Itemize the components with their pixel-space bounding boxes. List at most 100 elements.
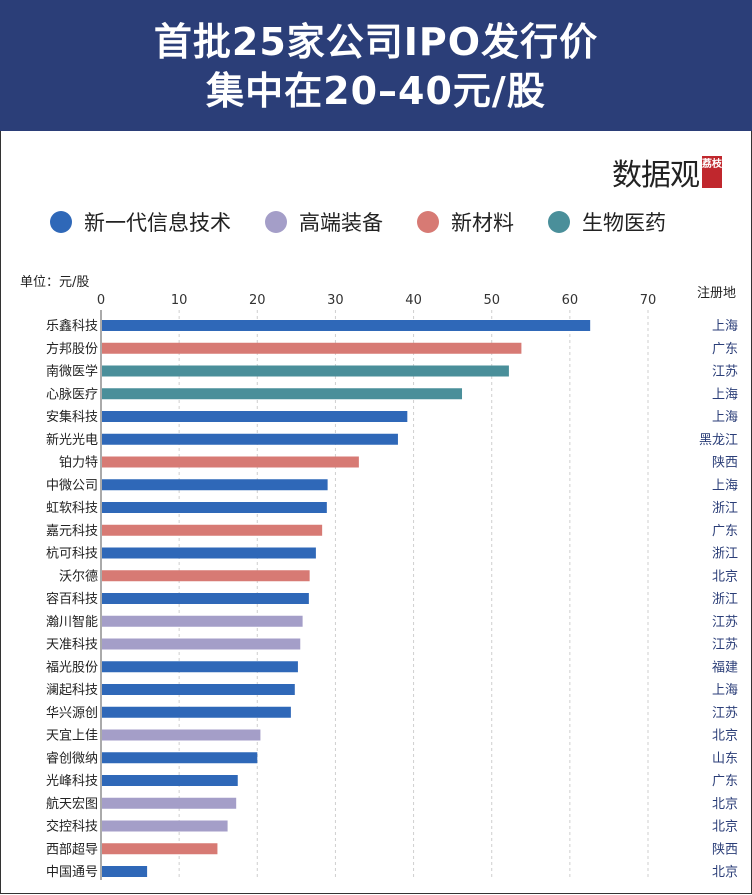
x-tick-label: 70 (640, 293, 657, 308)
x-tick-label: 30 (327, 293, 344, 308)
region-label: 北京 (712, 797, 738, 812)
x-tick-label: 10 (171, 293, 188, 308)
bar (102, 729, 261, 741)
region-label: 浙江 (712, 592, 738, 607)
bar (102, 866, 148, 877)
legend-label: 新材料 (451, 211, 514, 235)
region-label: 上海 (712, 410, 738, 425)
region-label: 陕西 (712, 456, 738, 471)
legend-dot-icon (265, 211, 287, 233)
category-labels: 乐鑫科技方邦股份南微医学心脉医疗安集科技新光光电铂力特中微公司虹软科技嘉元科技杭… (46, 318, 98, 880)
region-label: 浙江 (712, 501, 738, 516)
bar (102, 320, 591, 331)
bar (102, 752, 258, 764)
x-axis-ticks: 0 10 20 30 40 50 60 70 (97, 293, 656, 308)
region-label: 北京 (712, 865, 738, 880)
region-label: 上海 (712, 478, 738, 493)
brand-logo: 数据观 荔枝 (612, 150, 722, 194)
legend-dot-icon (548, 211, 570, 233)
region-label: 山东 (712, 751, 738, 766)
region-label: 广东 (712, 342, 738, 357)
region-label: 上海 (712, 683, 738, 698)
bar (102, 365, 509, 377)
bar (102, 593, 309, 604)
region-label: 北京 (712, 729, 738, 744)
category-label: 福光股份 (46, 660, 98, 675)
bar (102, 479, 328, 491)
category-label: 澜起科技 (46, 683, 98, 698)
chart-legend: 新一代信息技术 高端装备 新材料 生物医药 (50, 207, 700, 237)
category-label: 天准科技 (46, 638, 98, 653)
legend-dot-icon (417, 211, 439, 233)
category-label: 天宜上佳 (46, 729, 98, 744)
bar (102, 570, 310, 582)
bar (102, 706, 291, 718)
region-label: 浙江 (712, 547, 738, 562)
category-label: 华兴源创 (46, 706, 98, 721)
category-label: 虹软科技 (46, 501, 98, 516)
category-label: 乐鑫科技 (46, 318, 98, 334)
region-label: 北京 (712, 820, 738, 835)
bar (102, 433, 398, 445)
legend-dot-icon (50, 211, 72, 233)
category-label: 中国通号 (46, 865, 98, 880)
category-label: 沃尔德 (59, 569, 98, 584)
logo-stamp: 荔枝 (702, 156, 722, 188)
category-label: 中微公司 (46, 478, 98, 493)
bars (102, 320, 591, 877)
bar (102, 775, 238, 786)
page-title-line-1: 首批25家公司IPO发行价 (153, 20, 599, 64)
bar (102, 456, 359, 468)
region-column-header: 注册地 (696, 286, 736, 301)
page-title-line-2: 集中在20–40元/股 (206, 69, 546, 113)
bar (102, 524, 323, 536)
category-label: 西部超导 (46, 842, 98, 857)
bar (102, 684, 295, 695)
region-label: 江苏 (712, 364, 738, 380)
category-label: 杭可科技 (46, 547, 98, 562)
region-label: 黑龙江 (699, 433, 738, 448)
bar (102, 388, 463, 400)
bar (102, 502, 327, 513)
bar (102, 615, 303, 627)
legend-label: 新一代信息技术 (84, 211, 231, 235)
category-label: 新光光电 (46, 432, 98, 448)
header-banner: 首批25家公司IPO发行价 集中在20–40元/股 (0, 0, 752, 131)
region-label: 江苏 (712, 614, 738, 630)
unit-label: 单位：元/股 (20, 275, 90, 290)
category-label: 心脉医疗 (46, 387, 98, 402)
legend-item-equipment: 高端装备 (265, 207, 383, 237)
bar (102, 820, 228, 832)
category-label: 睿创微纳 (46, 751, 98, 766)
legend-item-materials: 新材料 (417, 207, 514, 237)
category-label: 南微医学 (46, 364, 98, 380)
region-labels: 上海广东江苏上海上海黑龙江陕西上海浙江广东浙江北京浙江江苏江苏福建上海江苏北京山… (699, 319, 738, 880)
x-tick-label: 50 (483, 293, 500, 308)
region-label: 陕西 (712, 842, 738, 857)
legend-item-biomed: 生物医药 (548, 207, 666, 237)
region-label: 江苏 (712, 637, 738, 653)
bar (102, 661, 298, 673)
category-label: 航天宏图 (46, 796, 98, 812)
x-tick-label: 20 (249, 293, 266, 308)
category-label: 交控科技 (46, 819, 98, 835)
category-label: 安集科技 (46, 409, 98, 425)
category-label: 铂力特 (59, 455, 98, 471)
region-label: 广东 (712, 774, 738, 789)
legend-item-info-tech: 新一代信息技术 (50, 207, 231, 237)
logo-wordmark: 数据观 (612, 158, 700, 193)
bar (102, 843, 218, 855)
x-tick-label: 60 (562, 293, 579, 308)
legend-label: 高端装备 (299, 211, 383, 235)
region-label: 江苏 (712, 705, 738, 721)
category-label: 容百科技 (46, 591, 98, 607)
region-label: 广东 (712, 524, 738, 539)
bar (102, 797, 237, 809)
region-label: 上海 (712, 319, 738, 334)
bar (102, 342, 522, 354)
bar (102, 411, 408, 422)
bar (102, 638, 301, 650)
x-tick-label: 0 (97, 293, 105, 308)
region-label: 上海 (712, 387, 738, 402)
legend-label: 生物医药 (582, 211, 666, 235)
